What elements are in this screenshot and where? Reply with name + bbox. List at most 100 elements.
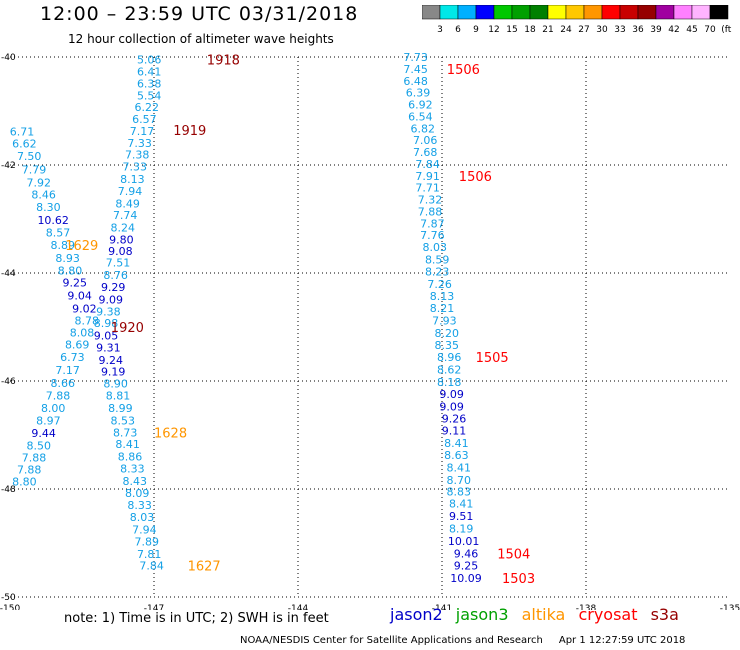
orbit-number-label: 1506 xyxy=(459,170,492,185)
wave-height-value: 7.73 xyxy=(403,51,428,64)
wave-height-value: 7.79 xyxy=(22,163,47,176)
wave-height-value: 6.54 xyxy=(408,110,433,123)
wave-height-value: 6.62 xyxy=(12,137,37,150)
wave-height-value: 8.97 xyxy=(36,414,61,427)
wave-height-value: 7.93 xyxy=(432,315,457,328)
y-tick-label: -50 xyxy=(1,593,16,603)
wave-height-value: 9.80 xyxy=(109,234,134,247)
wave-height-value: 7.38 xyxy=(125,149,150,162)
wave-height-value: 8.53 xyxy=(111,414,136,427)
wave-height-value: 7.81 xyxy=(137,548,162,561)
chart-subtitle: 12 hour collection of altimeter wave hei… xyxy=(68,32,334,46)
colorbar-label: 12 xyxy=(488,25,499,35)
wave-height-value: 6.38 xyxy=(137,77,162,90)
wave-height-value: 7.88 xyxy=(46,390,71,403)
wave-height-value: 8.19 xyxy=(449,522,474,535)
wave-height-value: 9.51 xyxy=(449,510,474,523)
wave-height-value: 9.24 xyxy=(99,354,124,367)
wave-height-value: 9.44 xyxy=(31,427,56,440)
wave-height-value: 9.25 xyxy=(63,277,88,290)
wave-height-value: 8.21 xyxy=(430,302,455,315)
wave-height-value: 6.92 xyxy=(408,99,433,112)
wave-height-value: 8.18 xyxy=(437,376,462,389)
wave-height-value: 8.98 xyxy=(94,317,119,330)
wave-height-value: 9.09 xyxy=(99,293,124,306)
wave-height-value: 9.31 xyxy=(96,342,121,355)
wave-height-value: 7.33 xyxy=(127,137,152,150)
satellite-legend: jason2 jason3 altika cryosat s3a xyxy=(390,605,687,624)
wave-height-value: 6.82 xyxy=(411,122,436,135)
wave-height-value: 7.84 xyxy=(415,158,440,171)
wave-height-value: 9.08 xyxy=(108,245,133,258)
colorbar-label: 3 xyxy=(437,25,443,35)
wave-height-value: 9.02 xyxy=(72,303,97,316)
wave-height-value: 8.70 xyxy=(447,474,472,487)
wave-height-value: 9.38 xyxy=(96,305,121,318)
legend-cryosat: cryosat xyxy=(578,605,638,624)
colorbar-label: 42 xyxy=(668,25,679,35)
wave-height-value: 9.25 xyxy=(454,560,479,573)
orbit-number-label: 1919 xyxy=(173,124,206,139)
wave-height-value: 7.88 xyxy=(17,464,42,477)
orbit-number-label: 1503 xyxy=(502,572,535,587)
wave-height-value: 8.03 xyxy=(423,241,448,254)
wave-height-value: 7.51 xyxy=(106,257,131,270)
wave-height-value: 8.90 xyxy=(103,378,128,391)
legend-altika: altika xyxy=(521,605,566,624)
wave-height-value: 7.45 xyxy=(403,63,428,76)
wave-height-value: 8.08 xyxy=(70,326,95,339)
wave-height-value: 8.99 xyxy=(108,402,133,415)
wave-height-value: 8.62 xyxy=(437,364,462,377)
colorbar-label: 6 xyxy=(455,25,461,35)
x-tick-label: -135 xyxy=(720,604,740,610)
wave-height-value: 8.83 xyxy=(447,486,472,499)
wave-height-value: 8.81 xyxy=(106,390,131,403)
wave-height-value: 8.78 xyxy=(75,315,100,328)
colorbar-label: 33 xyxy=(614,25,625,35)
wave-height-value: 9.09 xyxy=(439,388,464,401)
colorbar-label: 24 xyxy=(560,25,572,35)
wave-height-value: 10.01 xyxy=(448,535,480,548)
wave-height-value: 7.88 xyxy=(22,452,47,465)
wave-height-value: 7.50 xyxy=(17,150,42,163)
colorbar-swatch xyxy=(709,5,729,20)
wave-height-value: 8.46 xyxy=(31,189,56,202)
wave-height-value: 8.33 xyxy=(120,462,145,475)
colorbar-label: 27 xyxy=(578,25,589,35)
wave-height-value: 8.03 xyxy=(130,511,155,524)
colorbar-label: (ft) xyxy=(721,25,732,35)
x-tick-label: -150 xyxy=(0,604,20,610)
wave-height-value: 6.39 xyxy=(406,87,431,100)
wave-height-value: 9.04 xyxy=(67,290,92,303)
wave-height-value: 8.20 xyxy=(435,327,460,340)
wave-height-value: 9.46 xyxy=(454,547,479,560)
orbit-number-label: 1628 xyxy=(154,426,187,441)
wave-height-value: 7.26 xyxy=(427,278,452,291)
wave-height-value: 8.86 xyxy=(118,451,143,464)
wave-height-value: 10.09 xyxy=(450,572,482,585)
wave-height-value: 7.89 xyxy=(135,535,160,548)
wave-height-value: 7.17 xyxy=(55,364,80,377)
legend-s3a: s3a xyxy=(650,605,679,624)
wave-height-value: 9.11 xyxy=(442,425,467,438)
wave-height-value: 8.13 xyxy=(430,290,455,303)
orbit-number-label: 1506 xyxy=(447,63,480,78)
wave-height-value: 8.35 xyxy=(435,339,460,352)
colorbar-label: 45 xyxy=(686,25,697,35)
wave-height-value: 6.73 xyxy=(60,351,85,364)
wave-height-value: 9.29 xyxy=(101,281,126,294)
wave-height-value: 9.05 xyxy=(94,330,119,343)
wave-height-value: 7.88 xyxy=(418,205,443,218)
footer-timestamp: Apr 1 12:27:59 UTC 2018 xyxy=(558,635,686,646)
colorbar-label: 21 xyxy=(542,25,553,35)
wave-height-value: 7.94 xyxy=(132,524,157,537)
wave-height-value: 7.74 xyxy=(113,209,138,222)
wave-height-value: 8.49 xyxy=(115,197,140,210)
x-tick-label: -138 xyxy=(576,604,597,610)
wave-height-value: 8.43 xyxy=(123,475,148,488)
wave-height-value: 8.13 xyxy=(120,173,145,186)
chart-title: 12:00 – 23:59 UTC 03/31/2018 xyxy=(40,3,359,25)
wave-height-value: 8.50 xyxy=(27,439,52,452)
wave-height-value: 8.73 xyxy=(113,426,138,439)
footer: NOAA/NESDIS Center for Satellite Applica… xyxy=(240,635,685,646)
